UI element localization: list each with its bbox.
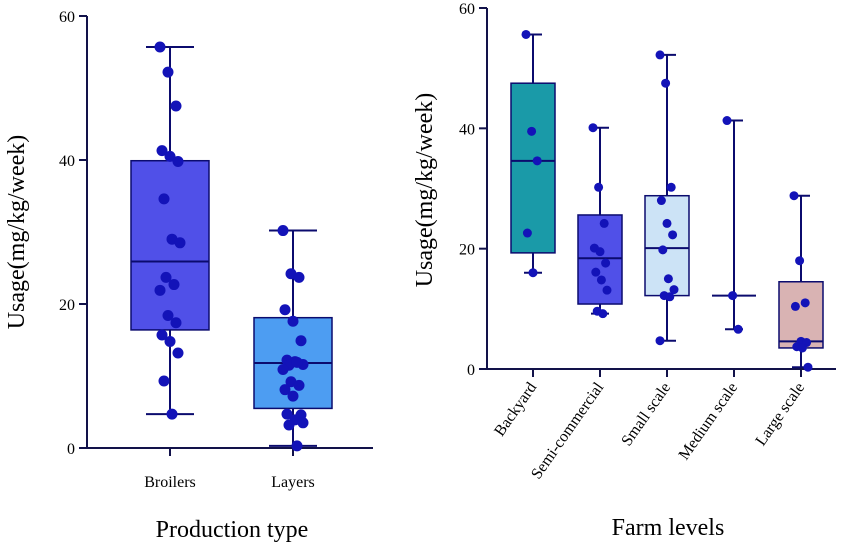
data-point	[722, 116, 732, 126]
x-category-label: Medium scale	[676, 380, 742, 464]
data-point	[154, 284, 166, 296]
y-tick-label: 60	[459, 1, 475, 18]
data-point	[662, 218, 672, 228]
y-tick-label: 0	[467, 362, 475, 379]
data-point	[595, 247, 605, 257]
data-point	[655, 336, 665, 346]
data-point	[156, 145, 168, 157]
y-tick-label: 40	[59, 153, 75, 170]
data-point	[287, 390, 299, 402]
data-point	[598, 309, 608, 319]
box-large-scale: Large scale	[752, 191, 824, 450]
data-point	[166, 408, 178, 420]
data-point	[279, 384, 291, 396]
data-point	[158, 193, 170, 205]
data-point	[800, 298, 810, 308]
data-point	[295, 335, 307, 347]
data-point	[277, 225, 289, 237]
data-point	[174, 237, 186, 249]
box-broilers: Broilers	[130, 41, 210, 491]
data-point	[522, 228, 532, 238]
x-category-label: Semi-commercial	[528, 379, 607, 482]
x-category-label: Layers	[271, 474, 315, 491]
data-point	[162, 66, 174, 78]
y-tick-label: 0	[67, 441, 75, 458]
data-point	[669, 285, 679, 295]
left-y-axis-label: Usage(mg/kg/week)	[4, 135, 30, 330]
data-point	[591, 267, 601, 277]
data-point	[594, 182, 604, 192]
right-y-axis-label: Usage(mg/kg/week)	[412, 93, 438, 288]
data-point	[733, 324, 743, 334]
data-point	[790, 301, 800, 311]
data-point	[283, 419, 295, 431]
data-point	[588, 123, 598, 133]
data-point	[665, 292, 675, 302]
data-point	[170, 317, 182, 329]
data-point	[156, 329, 168, 341]
data-point	[599, 218, 609, 228]
data-point	[663, 274, 673, 284]
data-point	[803, 362, 813, 372]
data-point	[172, 155, 184, 167]
data-point	[297, 417, 309, 429]
left-chart-production-type: 0 20 40 60 Broilers Layers	[59, 9, 373, 491]
data-point	[656, 196, 666, 206]
x-category-label: Backyard	[491, 380, 540, 440]
data-point	[797, 343, 807, 353]
iqr-box	[577, 214, 623, 305]
data-point	[291, 356, 303, 368]
box-small-scale: Small scale	[618, 50, 690, 450]
iqr-box	[510, 82, 556, 254]
data-point	[521, 29, 531, 39]
data-point	[728, 291, 738, 301]
data-point	[277, 364, 289, 376]
data-point	[281, 408, 293, 420]
data-point	[596, 275, 606, 285]
data-point	[158, 375, 170, 387]
data-point	[164, 150, 176, 162]
data-point	[795, 256, 805, 266]
iqr-box	[130, 159, 210, 331]
data-point	[658, 245, 668, 255]
data-point	[661, 78, 671, 88]
data-point	[172, 347, 184, 359]
data-point	[527, 126, 537, 136]
y-tick-label: 20	[459, 242, 475, 259]
x-category-label: Large scale	[752, 380, 808, 450]
left-x-axis-label: Production type	[156, 517, 309, 543]
data-point	[293, 271, 305, 283]
box-backyard: Backyard	[491, 29, 556, 440]
data-point	[668, 230, 678, 240]
right-x-axis-label: Farm levels	[612, 515, 725, 541]
y-tick-label: 20	[59, 297, 75, 314]
data-point	[602, 285, 612, 295]
box-layers: Layers	[253, 225, 333, 491]
data-point	[160, 271, 172, 283]
data-point	[601, 258, 611, 268]
data-point	[655, 50, 665, 60]
data-point	[666, 182, 676, 192]
data-point	[532, 156, 542, 166]
data-point	[789, 191, 799, 201]
data-point	[154, 41, 166, 53]
x-category-label: Broilers	[144, 474, 196, 491]
x-category-label: Small scale	[618, 380, 674, 450]
data-point	[164, 335, 176, 347]
data-point	[168, 279, 180, 291]
data-point	[279, 304, 291, 316]
data-point	[293, 379, 305, 391]
data-point	[162, 310, 174, 322]
y-tick-label: 60	[59, 9, 75, 26]
y-tick-label: 40	[459, 121, 475, 138]
data-point	[291, 440, 303, 452]
data-point	[528, 268, 538, 278]
data-point	[170, 100, 182, 112]
data-point	[287, 315, 299, 327]
